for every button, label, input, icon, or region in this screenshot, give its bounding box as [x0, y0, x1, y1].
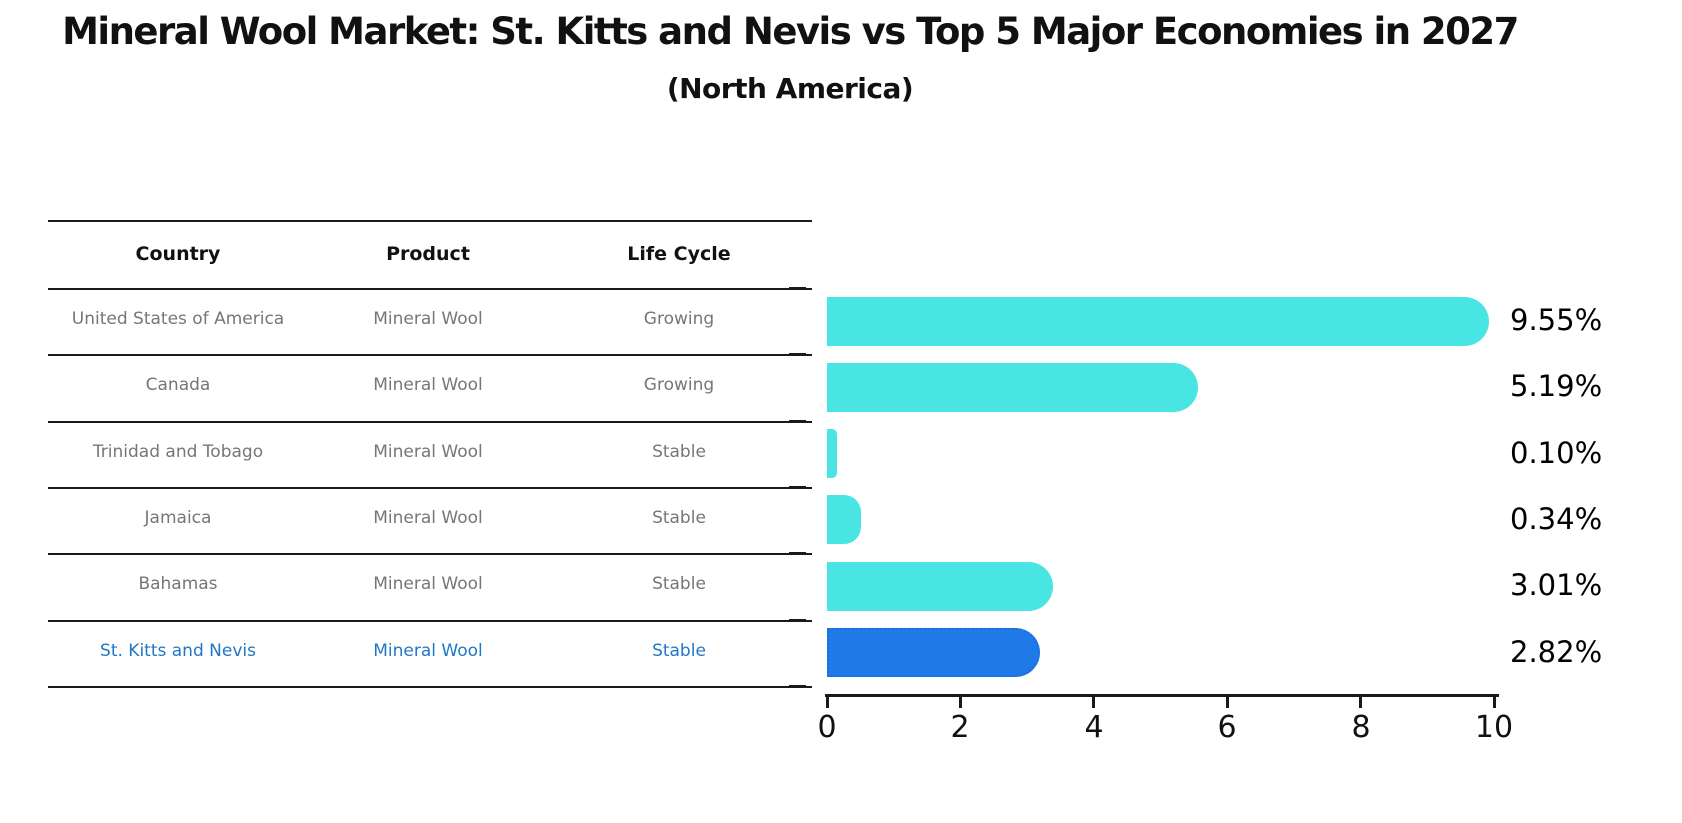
table-cell-life_cycle: Growing — [643, 309, 715, 329]
table-header-product: Product — [386, 243, 470, 265]
table-cell-product: Mineral Wool — [373, 641, 483, 661]
table-cell-life_cycle: Stable — [652, 508, 706, 528]
bar-value-label: 0.10% — [1510, 436, 1603, 470]
x-axis-tick-label: 8 — [1351, 710, 1371, 745]
table-cell-life_cycle: Stable — [652, 442, 706, 462]
y-axis-tick — [789, 486, 806, 488]
bar — [827, 429, 837, 478]
x-axis-tick-label: 6 — [1217, 710, 1237, 745]
y-axis-tick — [789, 552, 806, 554]
y-axis-tick — [789, 353, 806, 355]
table-cell-life_cycle: Stable — [652, 641, 706, 661]
bar-value-label: 5.19% — [1510, 369, 1603, 403]
x-axis-tick — [1226, 697, 1229, 708]
table-cell-country: United States of America — [71, 309, 285, 329]
x-axis-line — [825, 694, 1499, 697]
x-axis-tick-label: 2 — [950, 710, 970, 745]
table-rule — [48, 354, 812, 356]
x-axis-tick — [826, 697, 829, 708]
table-rule — [48, 686, 812, 688]
x-axis-tick-label: 0 — [817, 710, 837, 745]
bar-value-label: 3.01% — [1510, 568, 1603, 602]
table-rule — [48, 487, 812, 489]
bar — [827, 495, 861, 544]
y-axis-tick — [789, 619, 806, 621]
table-rule — [48, 288, 812, 290]
table-rule — [48, 620, 812, 622]
chart-title: Mineral Wool Market: St. Kitts and Nevis… — [62, 10, 1519, 53]
x-axis-tick — [1092, 697, 1095, 708]
table-rule — [48, 421, 812, 423]
bar-value-label: 9.55% — [1510, 303, 1603, 337]
x-axis-tick-label: 10 — [1474, 710, 1514, 745]
bar-highlight — [827, 628, 1040, 677]
bar — [827, 363, 1198, 412]
bar — [827, 562, 1053, 611]
y-axis-tick — [789, 287, 806, 289]
table-cell-country: Trinidad and Tobago — [92, 442, 264, 462]
x-axis-tick — [959, 697, 962, 708]
table-cell-country: Canada — [145, 375, 211, 395]
table-header-lifecycle: Life Cycle — [627, 243, 731, 265]
table-cell-life_cycle: Growing — [643, 375, 715, 395]
table-header-country: Country — [135, 243, 221, 265]
table-cell-product: Mineral Wool — [373, 574, 483, 594]
table-cell-product: Mineral Wool — [373, 508, 483, 528]
x-axis-tick — [1493, 697, 1496, 708]
bar-value-label: 2.82% — [1510, 635, 1603, 669]
table-cell-product: Mineral Wool — [373, 442, 483, 462]
table-rule-top — [48, 220, 812, 222]
table-cell-product: Mineral Wool — [373, 375, 483, 395]
x-axis-tick — [1359, 697, 1362, 708]
y-axis-tick — [789, 420, 806, 422]
x-axis-tick-label: 4 — [1084, 710, 1104, 745]
chart-subtitle: (North America) — [666, 72, 914, 105]
table-cell-life_cycle: Stable — [652, 574, 706, 594]
bar-value-label: 0.34% — [1510, 502, 1603, 536]
table-cell-product: Mineral Wool — [373, 309, 483, 329]
table-rule — [48, 553, 812, 555]
table-cell-country: Bahamas — [138, 574, 218, 594]
table-cell-country: Jamaica — [144, 508, 212, 528]
y-axis-tick — [789, 685, 806, 687]
bar — [827, 297, 1489, 346]
table-cell-country: St. Kitts and Nevis — [100, 641, 256, 661]
